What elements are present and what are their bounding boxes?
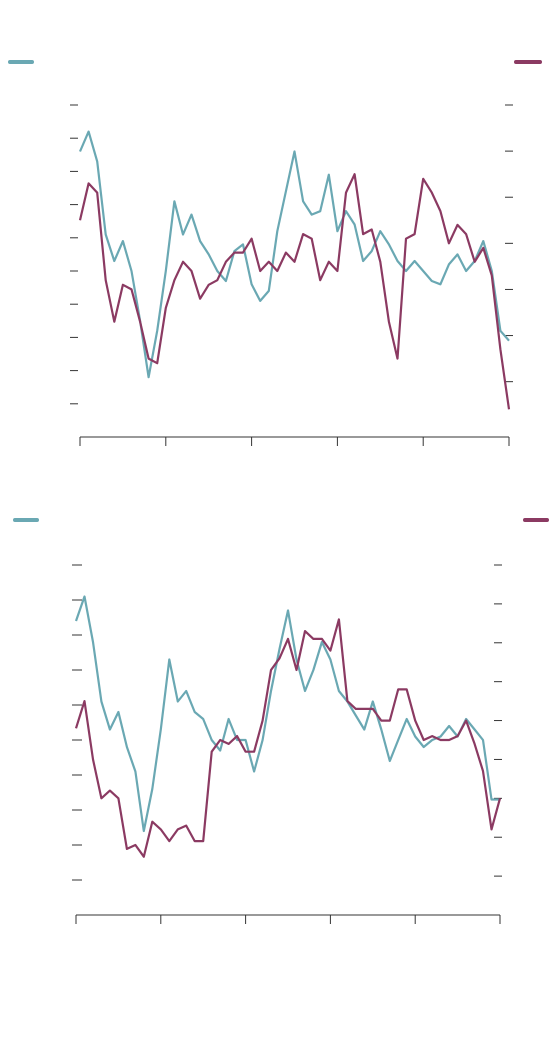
series-line bbox=[78, 130, 510, 379]
series-line bbox=[74, 618, 502, 858]
series-line bbox=[74, 595, 500, 833]
series-line bbox=[78, 173, 511, 410]
